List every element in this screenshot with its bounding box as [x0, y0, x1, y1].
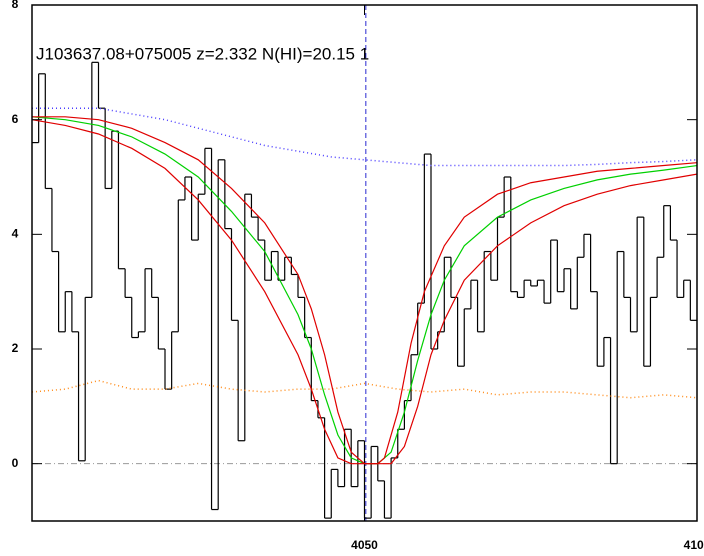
y-tick-label: 2 [12, 341, 19, 355]
plot-area [32, 5, 697, 521]
x-tick-label: 4100 [684, 538, 704, 552]
y-tick-label: 6 [12, 112, 19, 126]
x-tick-label: 4050 [351, 538, 378, 552]
y-tick-label: 0 [12, 456, 19, 470]
model-curve [32, 119, 697, 465]
chart-title: J103637.08+075005 z=2.332 N(HI)=20.15 1 [36, 44, 369, 63]
y-tick-label: 4 [12, 227, 19, 241]
step-riser [38, 62, 691, 519]
y-tick-label: 8 [12, 0, 19, 11]
dotted-curve [32, 379, 697, 399]
